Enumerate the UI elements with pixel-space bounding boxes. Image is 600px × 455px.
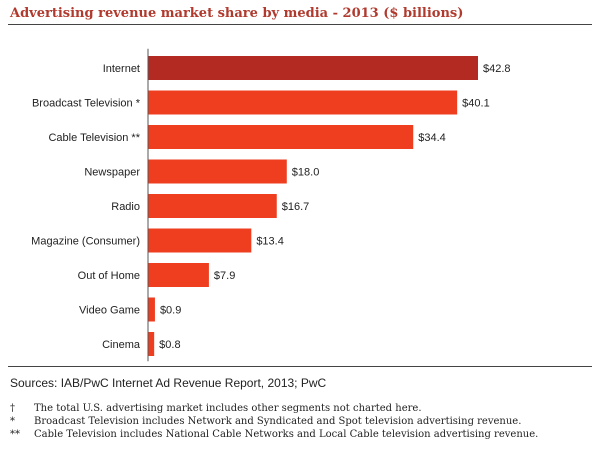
category-label-broadcast-television: Broadcast Television *: [32, 98, 141, 110]
category-label-internet: Internet: [103, 63, 140, 75]
footnote-text: The total U.S. advertising market includ…: [34, 403, 422, 414]
bar-cinema: [148, 332, 155, 356]
footnote-text: Cable Television includes National Cable…: [34, 429, 539, 440]
value-label-magazine-consumer: $13.4: [256, 236, 284, 248]
footnotes: † The total U.S. advertising market incl…: [10, 402, 595, 441]
category-label-video-game: Video Game: [79, 305, 140, 317]
category-label-cinema: Cinema: [102, 339, 141, 351]
footnote-3: ** Cable Television includes National Ca…: [10, 428, 595, 441]
value-label-video-game: $0.9: [160, 305, 181, 317]
title-rule: [8, 24, 592, 25]
bar-cable-television: [148, 125, 414, 149]
category-label-out-of-home: Out of Home: [78, 270, 140, 282]
value-label-newspaper: $18.0: [292, 167, 320, 179]
sources-rule: [8, 366, 592, 367]
bar-magazine-consumer: [148, 228, 252, 253]
category-label-magazine-consumer: Magazine (Consumer): [31, 236, 140, 248]
footnote-mark: †: [10, 403, 15, 414]
sources-text: Sources: IAB/PwC Internet Ad Revenue Rep…: [10, 376, 327, 390]
footnote-mark: **: [10, 429, 20, 440]
value-label-cable-television: $34.4: [418, 132, 446, 144]
footnote-1: † The total U.S. advertising market incl…: [10, 402, 595, 415]
category-label-newspaper: Newspaper: [84, 167, 140, 179]
value-label-internet: $42.8: [483, 63, 511, 75]
footnote-mark: *: [10, 416, 15, 427]
value-label-cinema: $0.8: [159, 339, 180, 351]
bar-chart: Internet $42.8 Broadcast Television * $40.1…: [31, 48, 511, 362]
value-label-out-of-home: $7.9: [214, 270, 235, 282]
bar-newspaper: [148, 159, 287, 184]
footnote-text: Broadcast Television includes Network an…: [34, 416, 522, 427]
category-label-cable-television: Cable Television **: [48, 132, 140, 144]
value-label-radio: $16.7: [282, 201, 310, 213]
category-label-radio: Radio: [111, 201, 140, 213]
bar-internet: [148, 56, 478, 80]
bar-broadcast-television: [148, 90, 458, 115]
bar-video-game: [148, 297, 155, 322]
bar-out-of-home: [148, 263, 209, 287]
bar-radio: [148, 194, 277, 218]
chart-title: Advertising revenue market share by medi…: [10, 6, 464, 21]
footnote-2: * Broadcast Television includes Network …: [10, 415, 595, 428]
value-label-broadcast-television: $40.1: [462, 98, 490, 110]
